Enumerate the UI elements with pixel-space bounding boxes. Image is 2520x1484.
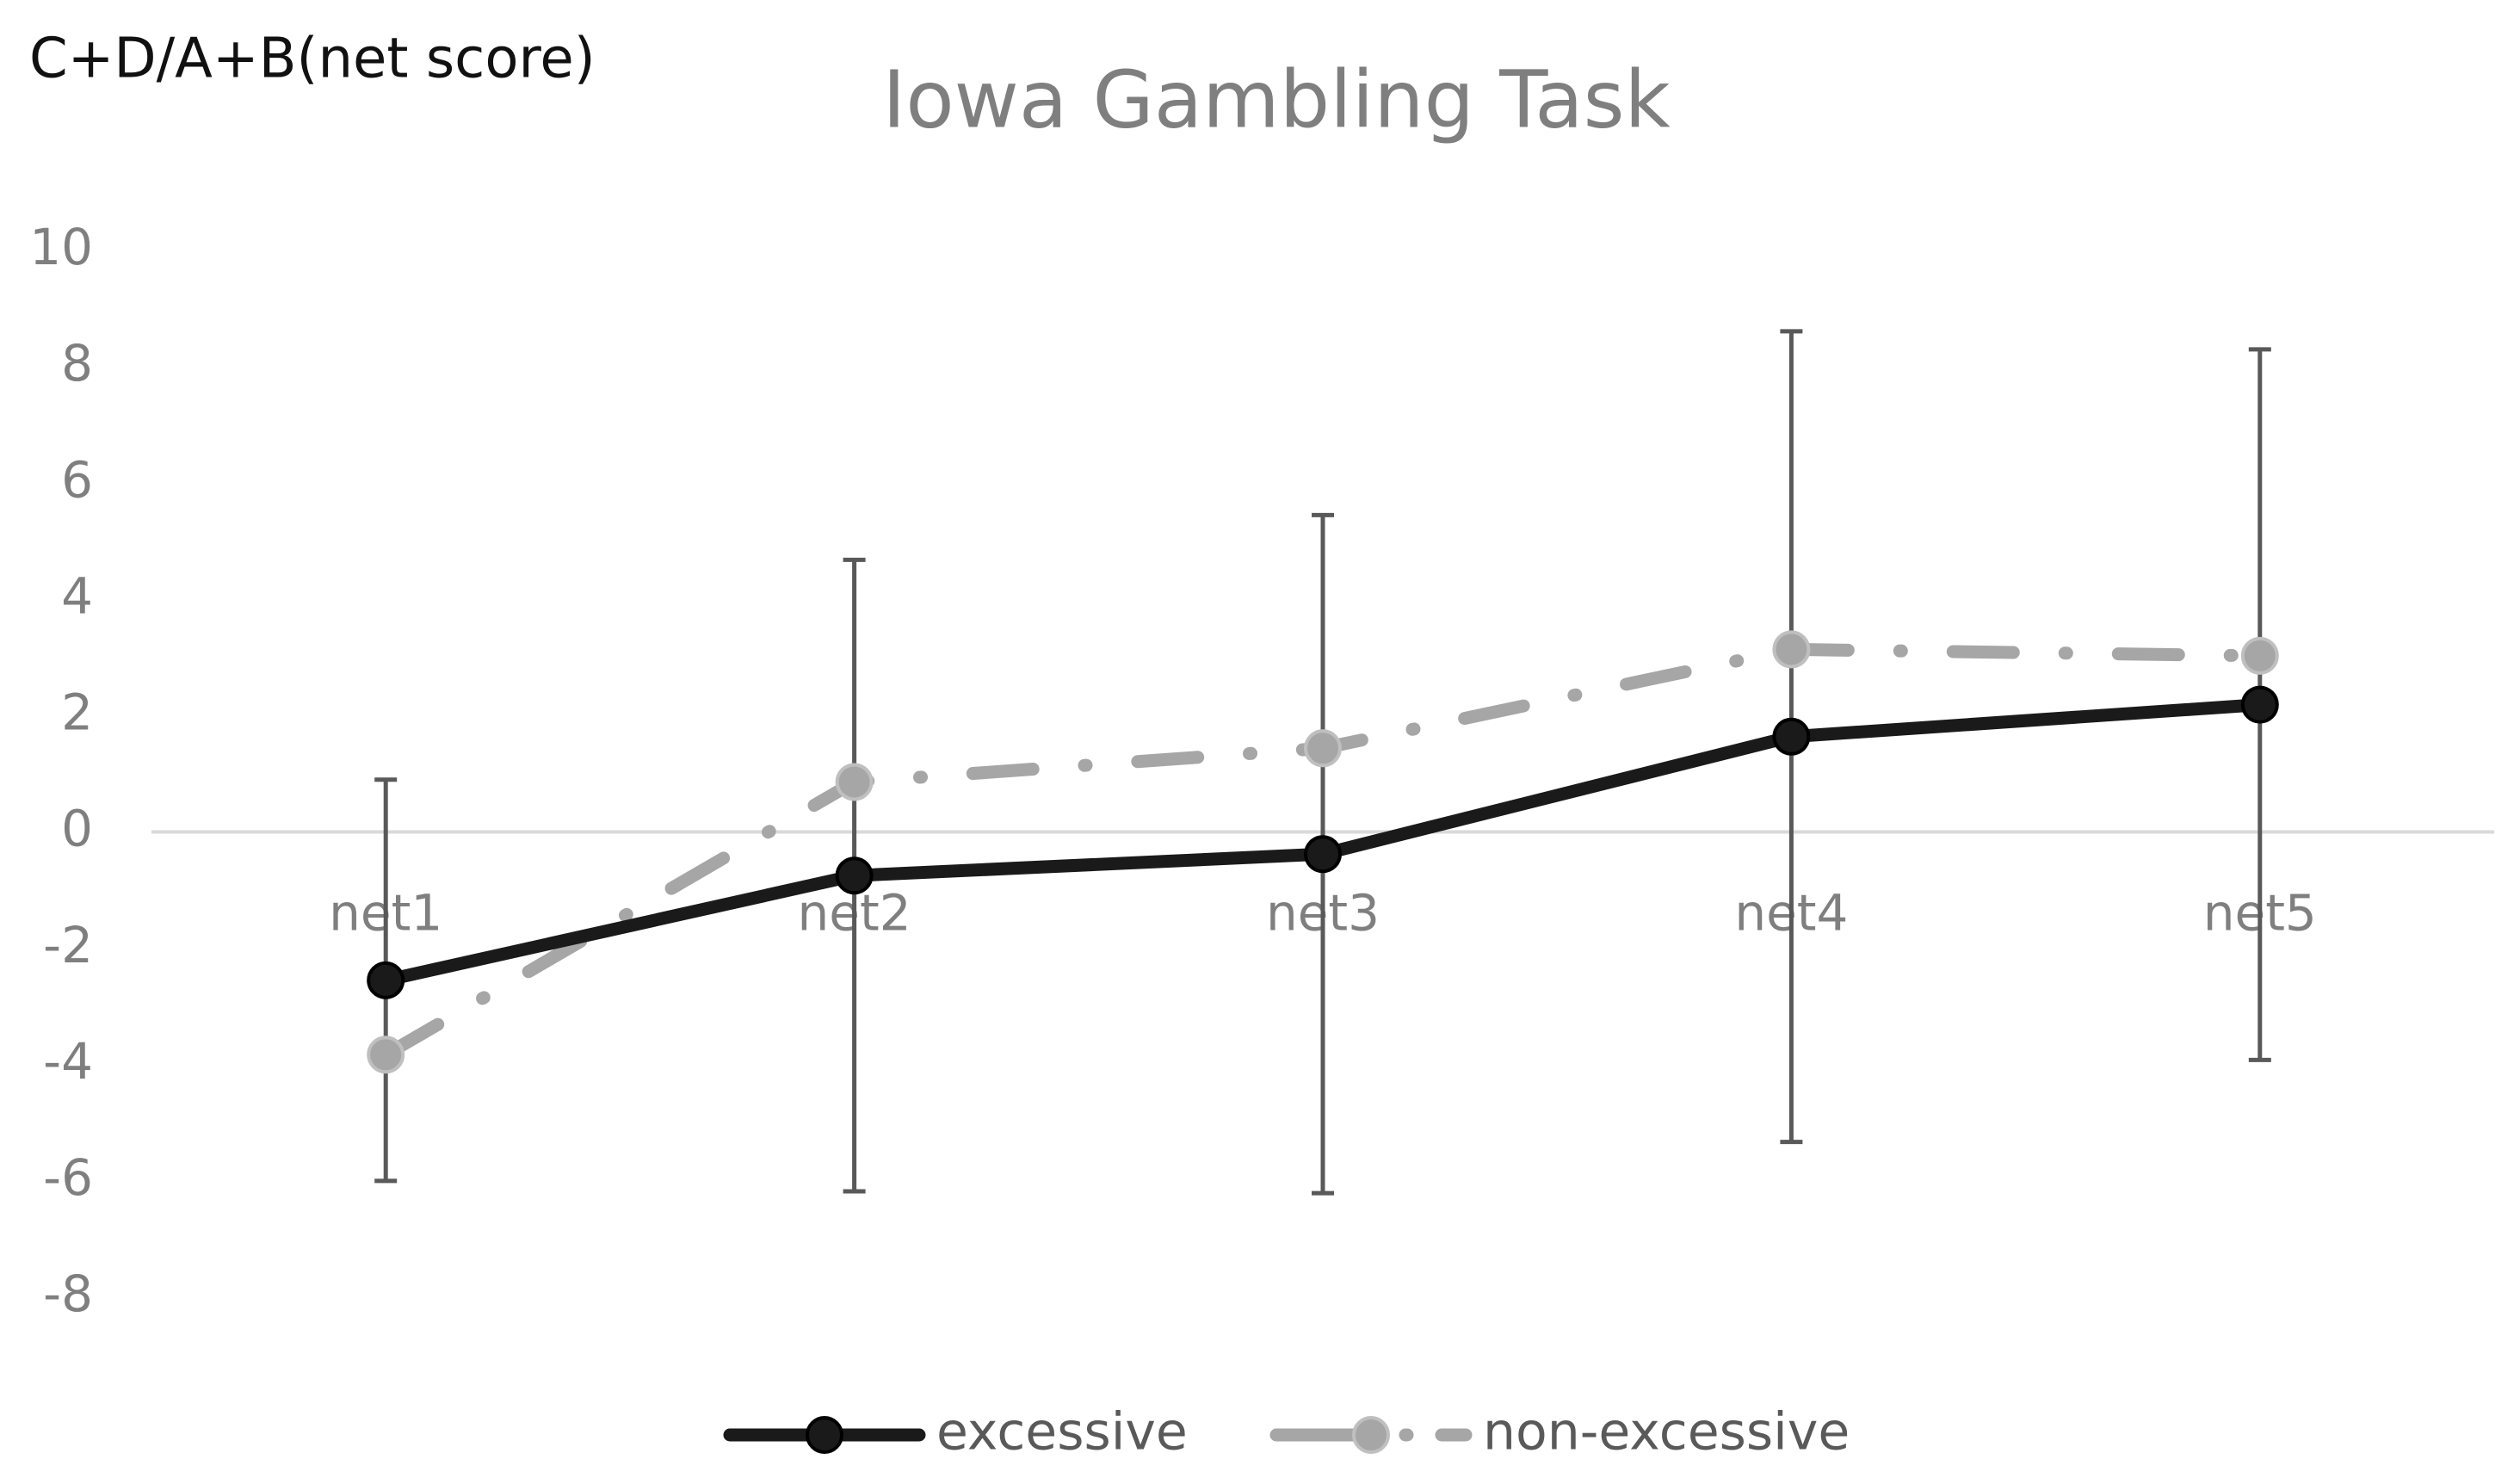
y-axis-label: C+D/A+B(net score) xyxy=(29,28,596,91)
point xyxy=(835,763,874,801)
legend-label: excessive xyxy=(936,1402,1188,1462)
point xyxy=(1772,717,1811,756)
chart-title: Iowa Gambling Task xyxy=(882,53,1671,145)
y-tick-label: 2 xyxy=(61,683,93,742)
y-tick-label: 10 xyxy=(29,218,93,276)
point xyxy=(2240,636,2279,675)
point xyxy=(1772,630,1811,669)
y-tick-label: -4 xyxy=(43,1032,93,1091)
y-tick-label: 4 xyxy=(61,566,93,625)
point xyxy=(1304,835,1342,874)
y-tick-label: -2 xyxy=(43,916,93,974)
y-tick-label: 8 xyxy=(61,334,93,393)
legend-label: non-excessive xyxy=(1483,1402,1850,1462)
point xyxy=(367,1036,405,1074)
y-tick-label: 6 xyxy=(61,450,93,509)
y-tick-label: -6 xyxy=(43,1148,93,1207)
y-tick-label: -8 xyxy=(43,1264,93,1323)
point xyxy=(2240,685,2279,724)
point xyxy=(835,856,874,895)
legend-marker xyxy=(1352,1416,1390,1454)
point xyxy=(1304,729,1342,768)
point xyxy=(367,961,405,999)
legend-marker xyxy=(806,1416,843,1454)
y-tick-label: 0 xyxy=(61,800,93,858)
